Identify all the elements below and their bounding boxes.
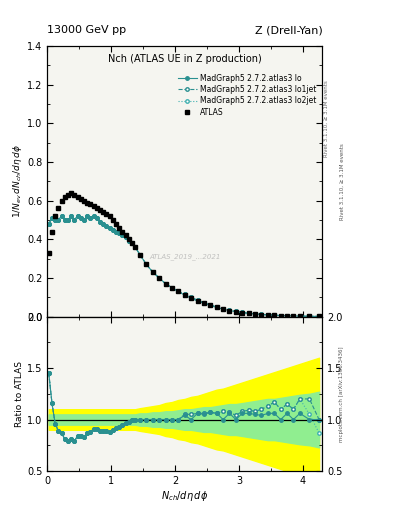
- MadGraph5 2.7.2.atlas3 lo2jet: [59, 213, 64, 219]
- Text: Rivet 3.1.10, ≥ 3.1M events: Rivet 3.1.10, ≥ 3.1M events: [324, 80, 329, 157]
- MadGraph5 2.7.2.atlas3 lo2jet: [114, 228, 118, 234]
- MadGraph5 2.7.2.atlas3 lo1jet: [163, 281, 168, 287]
- MadGraph5 2.7.2.atlas3 lo: [317, 313, 321, 319]
- Line: MadGraph5 2.7.2.atlas3 lo: MadGraph5 2.7.2.atlas3 lo: [47, 215, 321, 318]
- MadGraph5 2.7.2.atlas3 lo1jet: [50, 215, 54, 221]
- MadGraph5 2.7.2.atlas3 lo2jet: [317, 313, 321, 319]
- ATLAS: [233, 309, 238, 315]
- MadGraph5 2.7.2.atlas3 lo: [195, 298, 200, 304]
- MadGraph5 2.7.2.atlas3 lo1jet: [59, 213, 64, 219]
- ATLAS: [195, 298, 200, 304]
- MadGraph5 2.7.2.atlas3 lo1jet: [182, 291, 187, 297]
- ATLAS: [317, 313, 321, 319]
- Text: 13000 GeV pp: 13000 GeV pp: [47, 25, 126, 35]
- MadGraph5 2.7.2.atlas3 lo: [59, 213, 64, 219]
- MadGraph5 2.7.2.atlas3 lo: [50, 215, 54, 221]
- MadGraph5 2.7.2.atlas3 lo: [233, 309, 238, 315]
- MadGraph5 2.7.2.atlas3 lo: [46, 221, 51, 227]
- ATLAS: [182, 292, 187, 298]
- Legend: MadGraph5 2.7.2.atlas3 lo, MadGraph5 2.7.2.atlas3 lo1jet, MadGraph5 2.7.2.atlas3: MadGraph5 2.7.2.atlas3 lo, MadGraph5 2.7…: [175, 72, 318, 119]
- ATLAS: [114, 221, 118, 227]
- Y-axis label: $1/N_{ev}\,dN_{ch}/d\eta\,d\phi$: $1/N_{ev}\,dN_{ch}/d\eta\,d\phi$: [11, 144, 24, 219]
- MadGraph5 2.7.2.atlas3 lo1jet: [317, 313, 321, 319]
- Text: mcplots.cern.ch [arXiv:1306.3436]: mcplots.cern.ch [arXiv:1306.3436]: [340, 346, 344, 441]
- MadGraph5 2.7.2.atlas3 lo1jet: [233, 308, 238, 314]
- MadGraph5 2.7.2.atlas3 lo: [163, 281, 168, 287]
- ATLAS: [163, 281, 168, 287]
- MadGraph5 2.7.2.atlas3 lo1jet: [195, 297, 200, 303]
- ATLAS: [50, 228, 54, 234]
- MadGraph5 2.7.2.atlas3 lo2jet: [50, 215, 54, 221]
- Y-axis label: Ratio to ATLAS: Ratio to ATLAS: [15, 361, 24, 427]
- MadGraph5 2.7.2.atlas3 lo1jet: [114, 228, 118, 234]
- MadGraph5 2.7.2.atlas3 lo2jet: [195, 297, 200, 303]
- Text: Rivet 3.1.10, ≥ 3.1M events: Rivet 3.1.10, ≥ 3.1M events: [340, 143, 344, 220]
- Text: ATLAS_2019_...2021: ATLAS_2019_...2021: [149, 253, 220, 261]
- MadGraph5 2.7.2.atlas3 lo2jet: [163, 281, 168, 287]
- MadGraph5 2.7.2.atlas3 lo: [182, 292, 187, 298]
- MadGraph5 2.7.2.atlas3 lo2jet: [233, 308, 238, 314]
- Line: ATLAS: ATLAS: [46, 190, 321, 319]
- X-axis label: $N_{ch}/d\eta\,d\phi$: $N_{ch}/d\eta\,d\phi$: [161, 488, 208, 503]
- MadGraph5 2.7.2.atlas3 lo2jet: [46, 221, 51, 227]
- Line: MadGraph5 2.7.2.atlas3 lo2jet: MadGraph5 2.7.2.atlas3 lo2jet: [47, 215, 321, 318]
- Text: Z (Drell-Yan): Z (Drell-Yan): [255, 25, 322, 35]
- Text: Nch (ATLAS UE in Z production): Nch (ATLAS UE in Z production): [108, 54, 262, 64]
- MadGraph5 2.7.2.atlas3 lo1jet: [46, 221, 51, 227]
- MadGraph5 2.7.2.atlas3 lo: [114, 228, 118, 234]
- ATLAS: [69, 190, 73, 196]
- ATLAS: [46, 250, 51, 256]
- Line: MadGraph5 2.7.2.atlas3 lo1jet: MadGraph5 2.7.2.atlas3 lo1jet: [47, 215, 321, 318]
- MadGraph5 2.7.2.atlas3 lo2jet: [182, 291, 187, 297]
